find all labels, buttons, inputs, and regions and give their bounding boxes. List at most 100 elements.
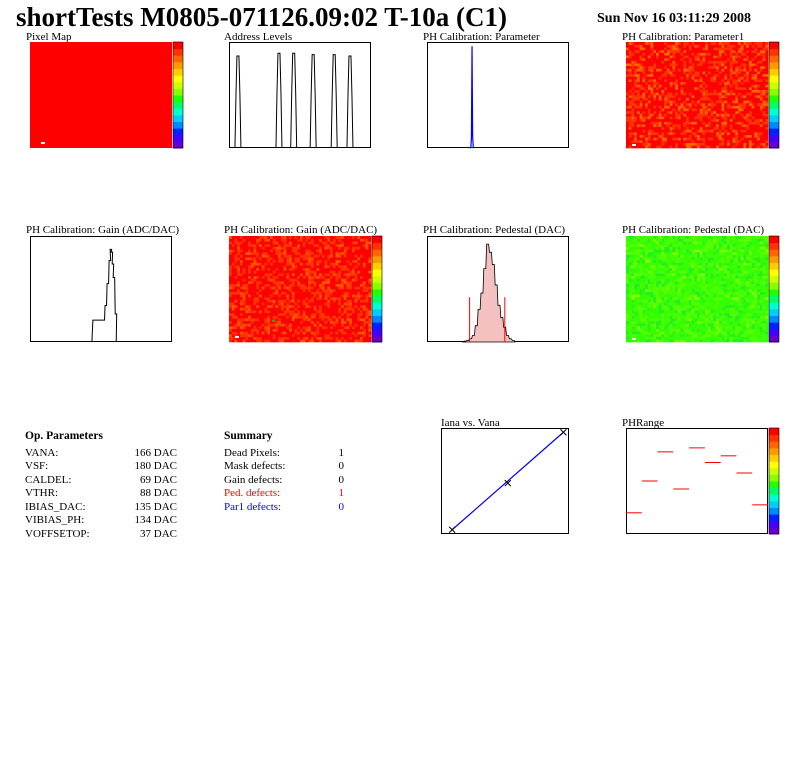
heatmap-cell [239, 334, 243, 337]
heatmap-cell [302, 246, 306, 250]
heatmap-cell [291, 307, 295, 311]
heatmap-cell [737, 87, 741, 90]
heatmap-cell [269, 257, 273, 261]
heatmap-cell [346, 323, 350, 327]
heatmap-cell [713, 331, 717, 335]
heatmap-cell [335, 302, 339, 306]
heatmap-cell [691, 142, 695, 146]
heatmap-cell [321, 334, 325, 337]
heatmap-cell [675, 60, 679, 64]
heatmap-cell [302, 294, 306, 298]
heatmap-cell [661, 315, 665, 319]
heatmap-cell [705, 105, 709, 109]
heatmap-cell [626, 92, 630, 96]
heatmap-cell [351, 262, 355, 266]
heatmap-cell [721, 339, 725, 343]
heatmap-cell [716, 129, 720, 133]
heatmap-cell [368, 289, 372, 292]
heatmap-cell [754, 52, 758, 56]
heatmap-cell [710, 71, 714, 75]
heatmap-cell [267, 278, 271, 282]
heatmap-cell [762, 89, 766, 93]
heatmap-cell [316, 312, 320, 316]
heatmap-cell [656, 326, 660, 330]
heatmap-cell [727, 95, 731, 98]
heatmap-cell [300, 294, 304, 298]
heatmap-cell [234, 257, 238, 261]
heatmap-cell [737, 118, 741, 122]
heatmap-cell [751, 116, 755, 120]
heatmap-cell [713, 49, 717, 53]
heatmap-cell [634, 334, 638, 337]
heatmap-cell [647, 116, 651, 120]
heatmap-cell [707, 47, 711, 51]
heatmap-cell [310, 273, 314, 277]
heatmap-cell [259, 323, 263, 327]
heatmap-cell [647, 126, 651, 130]
heatmap-cell [718, 63, 722, 67]
heatmap-cell [765, 105, 769, 109]
heatmap-cell [332, 273, 336, 277]
heatmap-cell [759, 121, 763, 125]
heatmap-cell [267, 334, 271, 337]
heatmap-cell [683, 140, 687, 143]
heatmap-cell [765, 129, 769, 133]
heatmap-cell [746, 92, 750, 96]
heatmap-cell [721, 331, 725, 335]
heatmap-cell [675, 55, 679, 59]
heatmap-cell [294, 312, 298, 316]
heatmap-cell [656, 334, 660, 337]
heatmap-cell [757, 110, 761, 114]
heatmap-cell [748, 320, 752, 324]
heatmap-cell [691, 315, 695, 319]
heatmap-cell [716, 60, 720, 64]
heatmap-cell [666, 95, 670, 98]
heatmap-cell [330, 296, 334, 300]
heatmap-cell [713, 42, 717, 45]
heatmap-cell [705, 44, 709, 48]
heatmap-cell [300, 323, 304, 327]
heatmap-cell [289, 238, 293, 242]
heatmap-cell [286, 265, 290, 269]
heatmap-cell [357, 259, 361, 263]
heatmap-cell [699, 60, 703, 64]
heatmap-cell [748, 134, 752, 138]
heatmap-cell [319, 326, 323, 330]
heatmap-cell [661, 42, 665, 45]
heatmap-cell [713, 312, 717, 316]
heatmap-cell [713, 52, 717, 56]
heatmap-cell [335, 254, 339, 258]
heatmap-cell [272, 302, 276, 306]
heatmap-cell [283, 254, 287, 258]
heatmap-cell [735, 55, 739, 59]
heatmap-cell [683, 334, 687, 337]
heatmap-cell [332, 262, 336, 266]
heatmap-cell [357, 310, 361, 314]
heatmap-cell [275, 334, 279, 337]
heatmap-cell [368, 294, 372, 298]
heatmap-cell [349, 278, 353, 282]
heatmap-cell [634, 132, 638, 136]
heatmap-cell [628, 310, 632, 314]
heatmap-cell [653, 323, 657, 327]
heatmap-cell [694, 137, 698, 141]
heatmap-cell [321, 326, 325, 330]
heatmap-cell [672, 108, 676, 112]
summary-name: Mask defects: [224, 460, 286, 472]
heatmap-cell [757, 71, 761, 75]
heatmap-cell [746, 328, 750, 332]
heatmap-cell [743, 323, 747, 327]
heatmap-cell [332, 249, 336, 253]
heatmap-cell [349, 334, 353, 337]
heatmap-cell [231, 249, 235, 253]
heatmap-cell [686, 124, 690, 128]
heatmap-cell [650, 87, 654, 90]
heatmap-cell [324, 267, 328, 271]
heatmap-cell [732, 97, 736, 101]
heatmap-cell [751, 95, 755, 98]
heatmap-cell [319, 243, 323, 247]
heatmap-cell [248, 323, 252, 327]
heatmap-cell [340, 278, 344, 282]
heatmap-cell [759, 92, 763, 96]
heatmap-cell [666, 84, 670, 88]
